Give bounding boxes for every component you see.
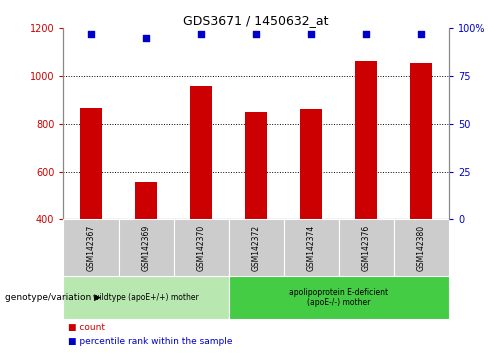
Text: GSM142369: GSM142369 — [142, 225, 151, 271]
Bar — [119, 219, 174, 276]
Text: apolipoprotein E-deficient
(apoE-/-) mother: apolipoprotein E-deficient (apoE-/-) mot… — [289, 288, 388, 307]
Text: GSM142370: GSM142370 — [197, 225, 205, 271]
Text: GSM142376: GSM142376 — [362, 225, 371, 271]
Point — [142, 35, 150, 41]
Bar — [410, 63, 432, 219]
Point — [363, 31, 370, 37]
Bar — [63, 219, 119, 276]
Bar — [245, 112, 267, 219]
Text: GSM142367: GSM142367 — [86, 225, 96, 271]
Text: GSM142380: GSM142380 — [417, 225, 426, 271]
Text: GSM142374: GSM142374 — [307, 225, 316, 271]
Point — [418, 31, 426, 37]
Bar — [300, 109, 322, 219]
Text: GSM142372: GSM142372 — [252, 225, 261, 271]
Bar — [135, 182, 157, 219]
Bar — [339, 219, 394, 276]
Bar — [229, 219, 284, 276]
Point — [87, 31, 95, 37]
Title: GDS3671 / 1450632_at: GDS3671 / 1450632_at — [183, 14, 329, 27]
Text: ■ percentile rank within the sample: ■ percentile rank within the sample — [68, 337, 233, 346]
Text: ■ count: ■ count — [68, 323, 105, 332]
Text: wildtype (apoE+/+) mother: wildtype (apoE+/+) mother — [93, 293, 199, 302]
Point — [307, 31, 315, 37]
Bar — [63, 276, 229, 319]
Bar — [284, 219, 339, 276]
Bar — [190, 86, 212, 219]
Text: genotype/variation ▶: genotype/variation ▶ — [5, 293, 101, 302]
Bar — [80, 108, 102, 219]
Point — [252, 31, 260, 37]
Bar — [394, 219, 449, 276]
Bar — [355, 61, 377, 219]
Bar — [229, 276, 449, 319]
Point — [197, 31, 205, 37]
Bar — [174, 219, 229, 276]
